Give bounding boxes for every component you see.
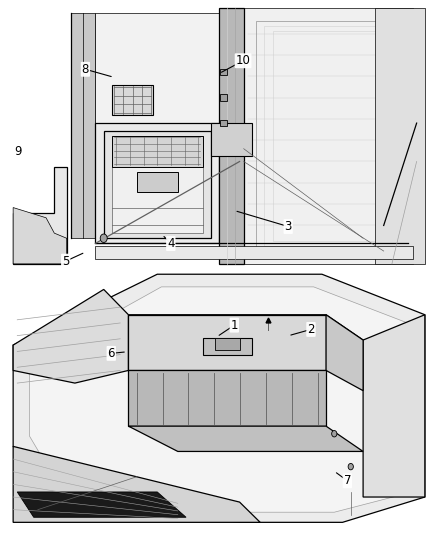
Circle shape: [348, 463, 353, 470]
Polygon shape: [202, 337, 252, 355]
Text: 7: 7: [343, 474, 351, 487]
Polygon shape: [13, 167, 67, 264]
Polygon shape: [128, 314, 326, 370]
Text: 10: 10: [236, 54, 251, 67]
Polygon shape: [30, 287, 413, 512]
Polygon shape: [128, 314, 363, 340]
Polygon shape: [13, 289, 128, 383]
Polygon shape: [13, 8, 425, 264]
Polygon shape: [244, 8, 413, 264]
Bar: [219, 69, 226, 75]
Polygon shape: [112, 85, 153, 116]
Text: 8: 8: [82, 63, 89, 76]
Circle shape: [332, 431, 337, 437]
Text: 3: 3: [285, 220, 292, 233]
Polygon shape: [219, 8, 244, 264]
Text: 9: 9: [14, 146, 21, 158]
Polygon shape: [17, 492, 186, 517]
Polygon shape: [128, 370, 326, 426]
Bar: [219, 94, 226, 101]
Text: 4: 4: [167, 237, 175, 250]
Polygon shape: [95, 246, 413, 259]
Polygon shape: [13, 207, 67, 264]
Polygon shape: [326, 314, 363, 391]
Text: 1: 1: [230, 319, 238, 332]
Polygon shape: [211, 123, 252, 156]
Polygon shape: [13, 447, 260, 522]
Polygon shape: [137, 172, 178, 192]
Circle shape: [100, 234, 107, 243]
Polygon shape: [112, 136, 202, 233]
Polygon shape: [112, 136, 202, 167]
Bar: [219, 120, 226, 126]
Polygon shape: [215, 337, 240, 350]
Polygon shape: [128, 426, 363, 451]
Polygon shape: [375, 8, 425, 264]
Polygon shape: [13, 269, 425, 522]
Text: 5: 5: [62, 255, 69, 268]
Text: 6: 6: [107, 347, 115, 360]
Polygon shape: [13, 274, 425, 522]
Polygon shape: [104, 131, 211, 238]
Text: 2: 2: [307, 323, 315, 336]
Polygon shape: [71, 13, 95, 238]
Polygon shape: [95, 123, 219, 244]
Polygon shape: [95, 13, 227, 244]
Polygon shape: [363, 314, 425, 497]
